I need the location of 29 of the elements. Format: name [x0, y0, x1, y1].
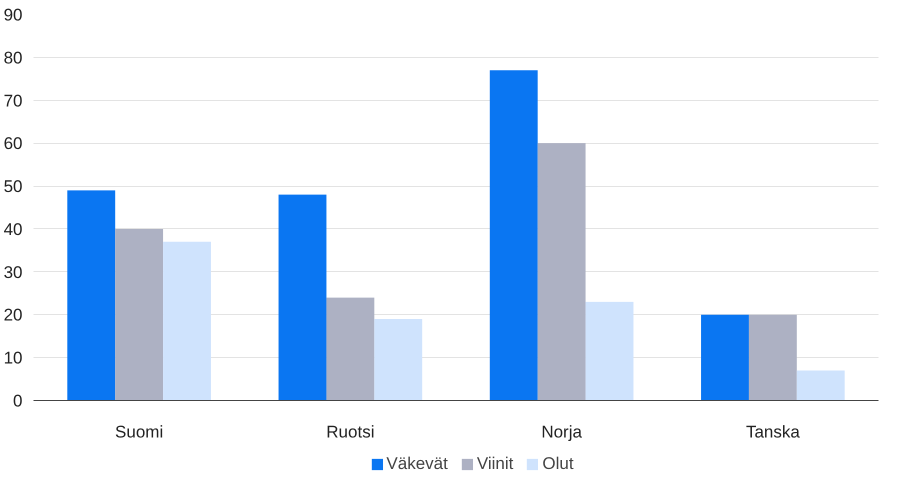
bar — [748, 314, 797, 400]
y-tick-label: 60 — [4, 134, 23, 154]
bar — [67, 190, 116, 400]
bar — [278, 194, 326, 400]
x-tick-label: Norja — [541, 422, 582, 442]
bar — [796, 370, 845, 400]
y-tick-label: 90 — [4, 6, 23, 24]
bar — [115, 228, 164, 400]
y-tick-label: 30 — [4, 262, 23, 282]
bar — [701, 314, 749, 400]
y-tick-label: 40 — [4, 220, 23, 239]
bar — [326, 298, 374, 400]
y-tick-label: 70 — [4, 91, 23, 110]
bar — [374, 319, 422, 400]
legend-label: Viinit — [476, 454, 514, 474]
bar — [490, 70, 538, 400]
y-tick-label: 80 — [4, 48, 23, 68]
legend-label: Olut — [542, 454, 574, 474]
y-tick-label: 50 — [4, 177, 23, 196]
x-tick-label: Ruotsi — [326, 422, 374, 442]
y-tick-label: 0 — [13, 392, 23, 410]
y-tick-label: 20 — [4, 306, 23, 325]
bar — [163, 242, 211, 400]
x-tick-label: Tanska — [746, 422, 800, 442]
legend-label: Väkevät — [386, 454, 448, 474]
x-tick-label: Suomi — [115, 422, 164, 442]
y-tick-label: 10 — [4, 348, 23, 368]
bar — [586, 302, 634, 400]
bar — [538, 143, 586, 400]
